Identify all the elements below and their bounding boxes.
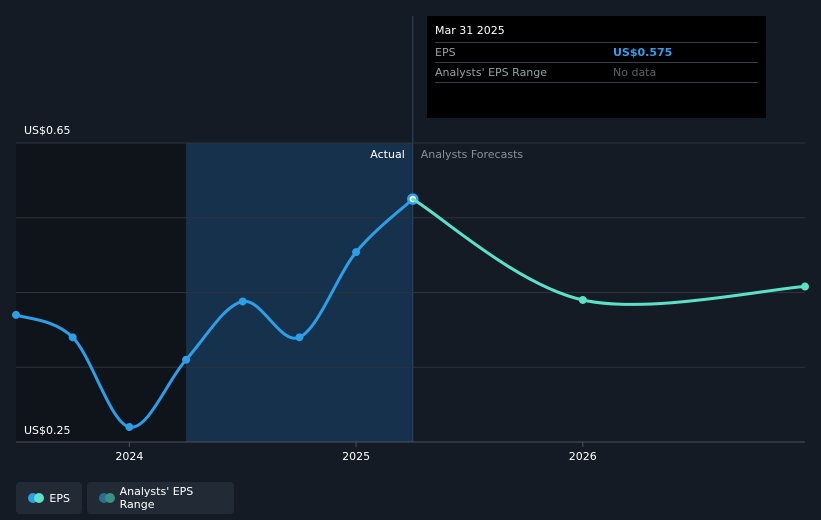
- legend-item-eps-range[interactable]: Analysts' EPS Range: [87, 482, 234, 514]
- x-tick-label: 2026: [569, 450, 597, 463]
- x-tick-label: 2025: [342, 450, 370, 463]
- eps-actual-point: [182, 355, 191, 364]
- tooltip-row-eps: EPS US$0.575: [435, 43, 758, 63]
- eps-actual-point: [12, 310, 20, 319]
- eps-actual-point: [352, 248, 361, 257]
- tooltip-eps-label: EPS: [435, 46, 456, 59]
- tooltip-eps-value: US$0.575: [613, 46, 673, 59]
- tooltip-panel: Mar 31 2025 EPS US$0.575 Analysts' EPS R…: [427, 16, 766, 118]
- eps-actual-line: [14, 197, 415, 429]
- eps-legend-icon: [28, 493, 44, 503]
- forecast-label: Analysts Forecasts: [421, 148, 524, 161]
- eps-forecast-line: [411, 197, 807, 306]
- eps-actual-point: [125, 423, 134, 432]
- tooltip-range-label: Analysts' EPS Range: [435, 66, 548, 79]
- eps-actual-point: [295, 333, 304, 342]
- legend-eps-range-label: Analysts' EPS Range: [119, 485, 194, 511]
- eps-actual-point: [238, 297, 247, 306]
- x-tick-label: 2024: [115, 450, 143, 463]
- actual-label: Actual: [370, 148, 404, 161]
- eps-forecast-point: [578, 295, 587, 304]
- tooltip-date: Mar 31 2025: [435, 24, 758, 43]
- y-label-min: US$0.25: [24, 424, 71, 437]
- legend-eps-label: EPS: [49, 491, 70, 505]
- tooltip-row-range: Analysts' EPS Range No data: [435, 63, 758, 83]
- y-label-max: US$0.65: [24, 124, 71, 137]
- legend-item-eps[interactable]: EPS: [16, 482, 82, 514]
- eps-forecast-point: [801, 282, 809, 291]
- eps-actual-point: [68, 333, 77, 342]
- eps-range-legend-icon: [99, 493, 115, 503]
- tooltip-range-value: No data: [613, 66, 657, 79]
